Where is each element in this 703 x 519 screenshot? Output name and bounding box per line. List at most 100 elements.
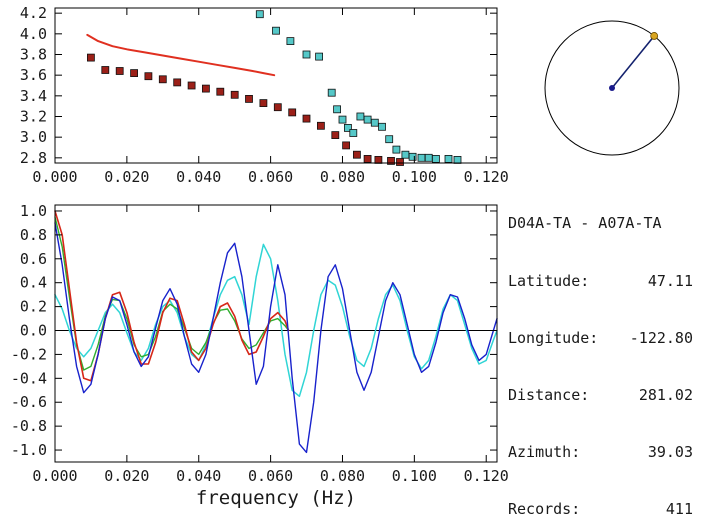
marker-square — [424, 153, 433, 162]
x-tick-label: 0.040 — [176, 467, 221, 485]
marker-square — [396, 158, 404, 166]
y-tick-label: 3.8 — [20, 46, 47, 64]
info-row-records: Records: 411 — [508, 500, 693, 519]
y-tick-label: 1.0 — [20, 202, 47, 220]
marker-square — [230, 90, 239, 99]
series-cyan-waveform — [54, 243, 498, 398]
x-tick-label: 0.060 — [248, 168, 293, 186]
marker-square — [333, 105, 342, 114]
series-measured-velocity-maroon — [87, 53, 404, 166]
latitude-value: 47.11 — [647, 272, 693, 290]
marker-square — [302, 114, 311, 123]
marker-square — [343, 124, 352, 132]
marker-square — [273, 103, 282, 112]
marker-square — [315, 52, 324, 61]
x-tick-label: 0.120 — [464, 168, 509, 186]
marker-square — [431, 154, 440, 163]
marker-square — [187, 81, 196, 90]
marker-square — [356, 112, 365, 121]
info-row-longitude: Longitude: -122.80 — [508, 329, 693, 348]
marker-square — [286, 37, 295, 45]
y-tick-label: -1.0 — [11, 441, 47, 459]
chart-waveforms: 0.000 0.020 0.040 0.060 0.080 0.100 0.120 -1.0 -… — [11, 202, 509, 509]
info-panel: D04A-TA - A07A-TA Latitude: 47.11 Longit… — [508, 176, 700, 519]
marker-square — [338, 115, 347, 124]
y-tick-label: 0.0 — [20, 322, 47, 340]
marker-square — [144, 72, 153, 81]
x-tick-label: 0.020 — [104, 168, 149, 186]
marker-square — [173, 78, 182, 87]
azimuth-dial — [544, 20, 680, 156]
x-tick-label: 0.060 — [248, 467, 293, 485]
y-tick-label: 4.2 — [20, 4, 47, 22]
marker-square — [392, 145, 401, 154]
longitude-value: -122.80 — [629, 329, 693, 347]
marker-square — [158, 75, 167, 84]
marker-square — [378, 122, 386, 131]
marker-square — [401, 150, 410, 159]
records-value: 411 — [665, 500, 693, 518]
records-label: Records: — [508, 500, 581, 518]
marker-square — [374, 155, 383, 164]
y-tick-label: 0.4 — [20, 274, 47, 292]
x-tick-label: 0.020 — [104, 467, 149, 485]
marker-square — [259, 99, 268, 107]
latitude-label: Latitude: — [508, 272, 590, 290]
info-row-latitude: Latitude: 47.11 — [508, 272, 693, 291]
marker-square — [349, 129, 358, 137]
marker-square — [201, 84, 210, 93]
chart-dispersion: 0.000 0.020 0.040 0.060 0.080 0.100 0.120 2.8 3.… — [20, 4, 509, 186]
y-tick-label: 4.0 — [20, 25, 47, 43]
y-tick-label: 0.8 — [20, 226, 47, 244]
marker-square — [272, 26, 280, 35]
series-reference-dispersion-curve — [86, 33, 276, 77]
marker-square — [87, 53, 95, 62]
station-pair: D04A-TA - A07A-TA — [508, 214, 662, 232]
info-row-distance: Distance: 281.02 — [508, 386, 693, 405]
y-tick-label: 3.2 — [20, 108, 47, 126]
x-tick-label: 0.100 — [392, 168, 437, 186]
marker-square — [387, 156, 395, 165]
azimuth-line — [611, 35, 655, 89]
x-axis-label: frequency (Hz) — [196, 487, 356, 509]
marker-square — [370, 118, 379, 127]
marker-square — [245, 95, 253, 103]
longitude-label: Longitude: — [508, 329, 599, 347]
x-tick-label: 0.080 — [320, 467, 365, 485]
plot-frame — [54, 204, 498, 463]
marker-square — [408, 152, 417, 161]
y-tick-label: -0.8 — [11, 417, 47, 435]
marker-square — [363, 154, 372, 163]
info-row-azimuth: Azimuth: 39.03 — [508, 443, 693, 462]
azimuth-label: Azimuth: — [508, 443, 581, 461]
y-tick-label: 0.2 — [20, 298, 47, 316]
y-tick-label: 3.4 — [20, 87, 47, 105]
marker-square — [444, 154, 453, 163]
marker-square — [453, 155, 462, 164]
marker-square — [327, 88, 336, 97]
x-tick-label: 0.080 — [320, 168, 365, 186]
marker-square — [288, 108, 297, 117]
y-tick-label: -0.6 — [11, 393, 47, 411]
y-tick-label: 2.8 — [20, 149, 47, 167]
marker-square — [216, 87, 225, 96]
azimuth-end-marker — [650, 32, 659, 40]
marker-square — [331, 131, 340, 140]
marker-square — [352, 150, 361, 159]
series-blue-waveform — [54, 222, 498, 454]
x-tick-label: 0.000 — [32, 467, 77, 485]
x-tick-label: 0.120 — [464, 467, 509, 485]
marker-square — [302, 50, 311, 59]
y-tick-label: -0.2 — [11, 345, 47, 363]
marker-square — [115, 67, 124, 75]
x-tick-label: 0.040 — [176, 168, 221, 186]
x-tick-label: 0.100 — [392, 467, 437, 485]
y-tick-label: 3.6 — [20, 66, 47, 84]
marker-square — [316, 121, 325, 130]
dial-center-dot — [609, 85, 615, 91]
marker-square — [417, 153, 426, 162]
plot-frame — [54, 7, 498, 164]
marker-square — [385, 135, 394, 144]
